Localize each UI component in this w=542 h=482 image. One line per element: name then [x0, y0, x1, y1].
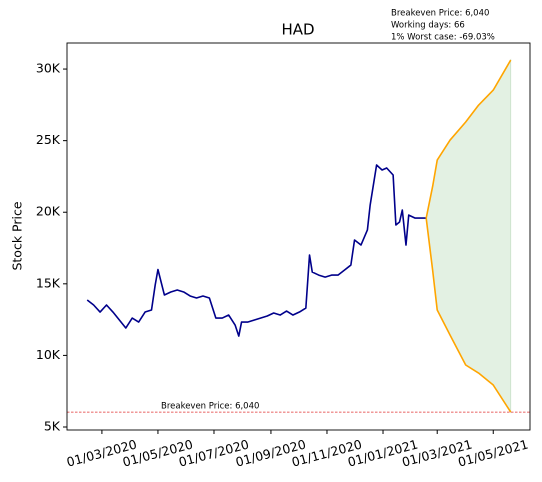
annotation: Breakeven Price: 6,040 [391, 9, 489, 19]
annotation: 1% Worst case: -69.03% [391, 33, 495, 43]
y-axis-label: Stock Price [10, 201, 25, 270]
price-line [425, 59, 512, 219]
price-line [86, 164, 427, 337]
breakeven-label: Breakeven Price: 6,040 [161, 402, 259, 412]
y-tick-label: 15K [36, 275, 61, 290]
annotation: Working days: 66 [391, 21, 465, 31]
y-tick-label: 10K [36, 347, 61, 362]
y-tick-label: 30K [36, 61, 61, 76]
y-tick-label: 20K [36, 204, 61, 219]
price-line [425, 218, 512, 413]
y-tick-label: 5K [44, 418, 61, 433]
chart-title: HAD [281, 21, 314, 39]
plot-frame [66, 42, 531, 431]
projection-band [425, 58, 512, 414]
y-tick-label: 25K [36, 132, 61, 147]
